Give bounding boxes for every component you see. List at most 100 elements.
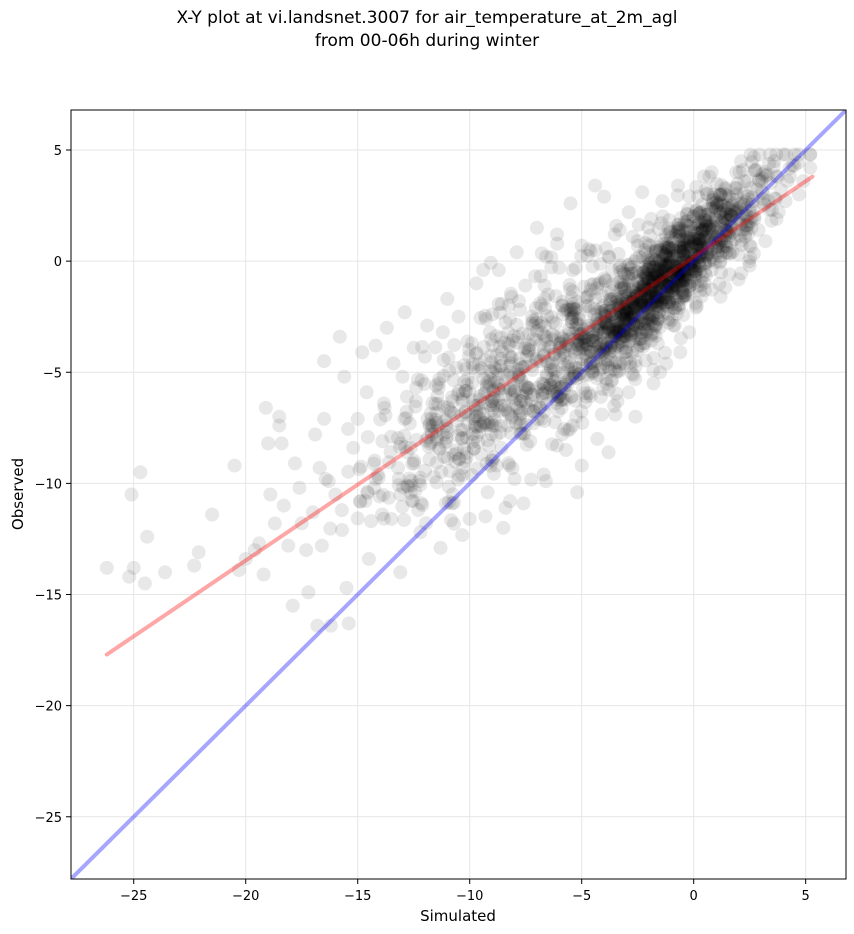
data-point	[650, 293, 665, 308]
data-point	[493, 358, 508, 373]
data-point	[505, 387, 520, 402]
data-point	[709, 200, 724, 215]
data-point	[681, 218, 696, 233]
data-point	[724, 235, 739, 250]
data-point	[534, 411, 549, 426]
data-point	[607, 328, 622, 343]
data-point	[624, 295, 639, 310]
data-point	[521, 327, 536, 342]
data-point	[677, 273, 692, 288]
data-point	[451, 468, 466, 483]
data-point	[480, 433, 495, 448]
data-point	[321, 474, 336, 489]
data-point	[586, 276, 601, 291]
data-point	[616, 300, 631, 315]
data-point	[624, 291, 639, 306]
data-point	[778, 147, 793, 162]
data-point	[597, 303, 612, 318]
data-point	[689, 226, 704, 241]
data-point	[485, 418, 500, 433]
data-point	[717, 217, 732, 232]
data-point	[612, 356, 627, 371]
data-point	[588, 290, 603, 305]
data-point	[723, 246, 738, 261]
data-point	[742, 254, 757, 269]
data-point	[669, 244, 684, 259]
data-point	[508, 397, 523, 412]
data-point	[672, 263, 687, 278]
data-point	[597, 352, 612, 367]
data-point	[617, 345, 632, 360]
data-point	[399, 389, 414, 404]
data-point	[603, 340, 618, 355]
data-point	[543, 378, 558, 393]
data-point	[624, 297, 639, 312]
data-point	[646, 274, 661, 289]
data-point	[641, 271, 656, 286]
data-point	[702, 169, 717, 184]
data-point	[663, 256, 678, 271]
data-point	[758, 164, 773, 179]
data-point	[642, 301, 657, 316]
data-point	[420, 430, 435, 445]
data-point	[390, 431, 405, 446]
data-point	[439, 413, 454, 428]
data-point	[621, 313, 636, 328]
data-point	[617, 267, 632, 282]
data-point	[519, 386, 534, 401]
data-point	[644, 333, 659, 348]
data-point	[370, 467, 385, 482]
data-point	[650, 265, 665, 280]
data-point	[668, 288, 683, 303]
data-point	[619, 344, 634, 359]
data-point	[429, 378, 444, 393]
data-point	[529, 353, 544, 368]
data-point	[661, 275, 676, 290]
data-point	[664, 279, 679, 294]
data-point	[738, 229, 753, 244]
data-point	[555, 427, 570, 442]
data-point	[133, 465, 148, 480]
data-point	[686, 209, 701, 224]
data-point	[693, 244, 708, 259]
data-point	[205, 507, 220, 522]
data-point	[600, 358, 615, 373]
data-point	[158, 565, 173, 580]
data-point	[560, 377, 575, 392]
data-point	[619, 290, 634, 305]
data-point	[564, 290, 579, 305]
data-point	[747, 209, 762, 224]
data-point	[508, 384, 523, 399]
data-point	[650, 312, 665, 327]
data-point	[474, 361, 489, 376]
data-point	[725, 244, 740, 259]
data-point	[458, 361, 473, 376]
data-point	[516, 359, 531, 374]
data-point	[426, 469, 441, 484]
data-point	[375, 434, 390, 449]
data-point	[493, 330, 508, 345]
data-point	[603, 363, 618, 378]
data-point	[676, 232, 691, 247]
data-point	[636, 299, 651, 314]
data-point	[650, 311, 665, 326]
data-point	[661, 279, 676, 294]
data-point	[652, 281, 667, 296]
data-point	[606, 329, 621, 344]
data-point	[648, 283, 663, 298]
data-point	[700, 241, 715, 256]
data-point	[659, 269, 674, 284]
data-point	[739, 194, 754, 209]
data-point	[658, 246, 673, 261]
data-point	[751, 173, 766, 188]
data-point	[603, 294, 618, 309]
data-point	[670, 188, 685, 203]
data-point	[643, 298, 658, 313]
data-point	[650, 291, 665, 306]
data-point	[558, 339, 573, 354]
data-point	[423, 436, 438, 451]
data-point	[578, 299, 593, 314]
data-point	[621, 270, 636, 285]
data-point	[734, 266, 749, 281]
data-point	[657, 260, 672, 275]
